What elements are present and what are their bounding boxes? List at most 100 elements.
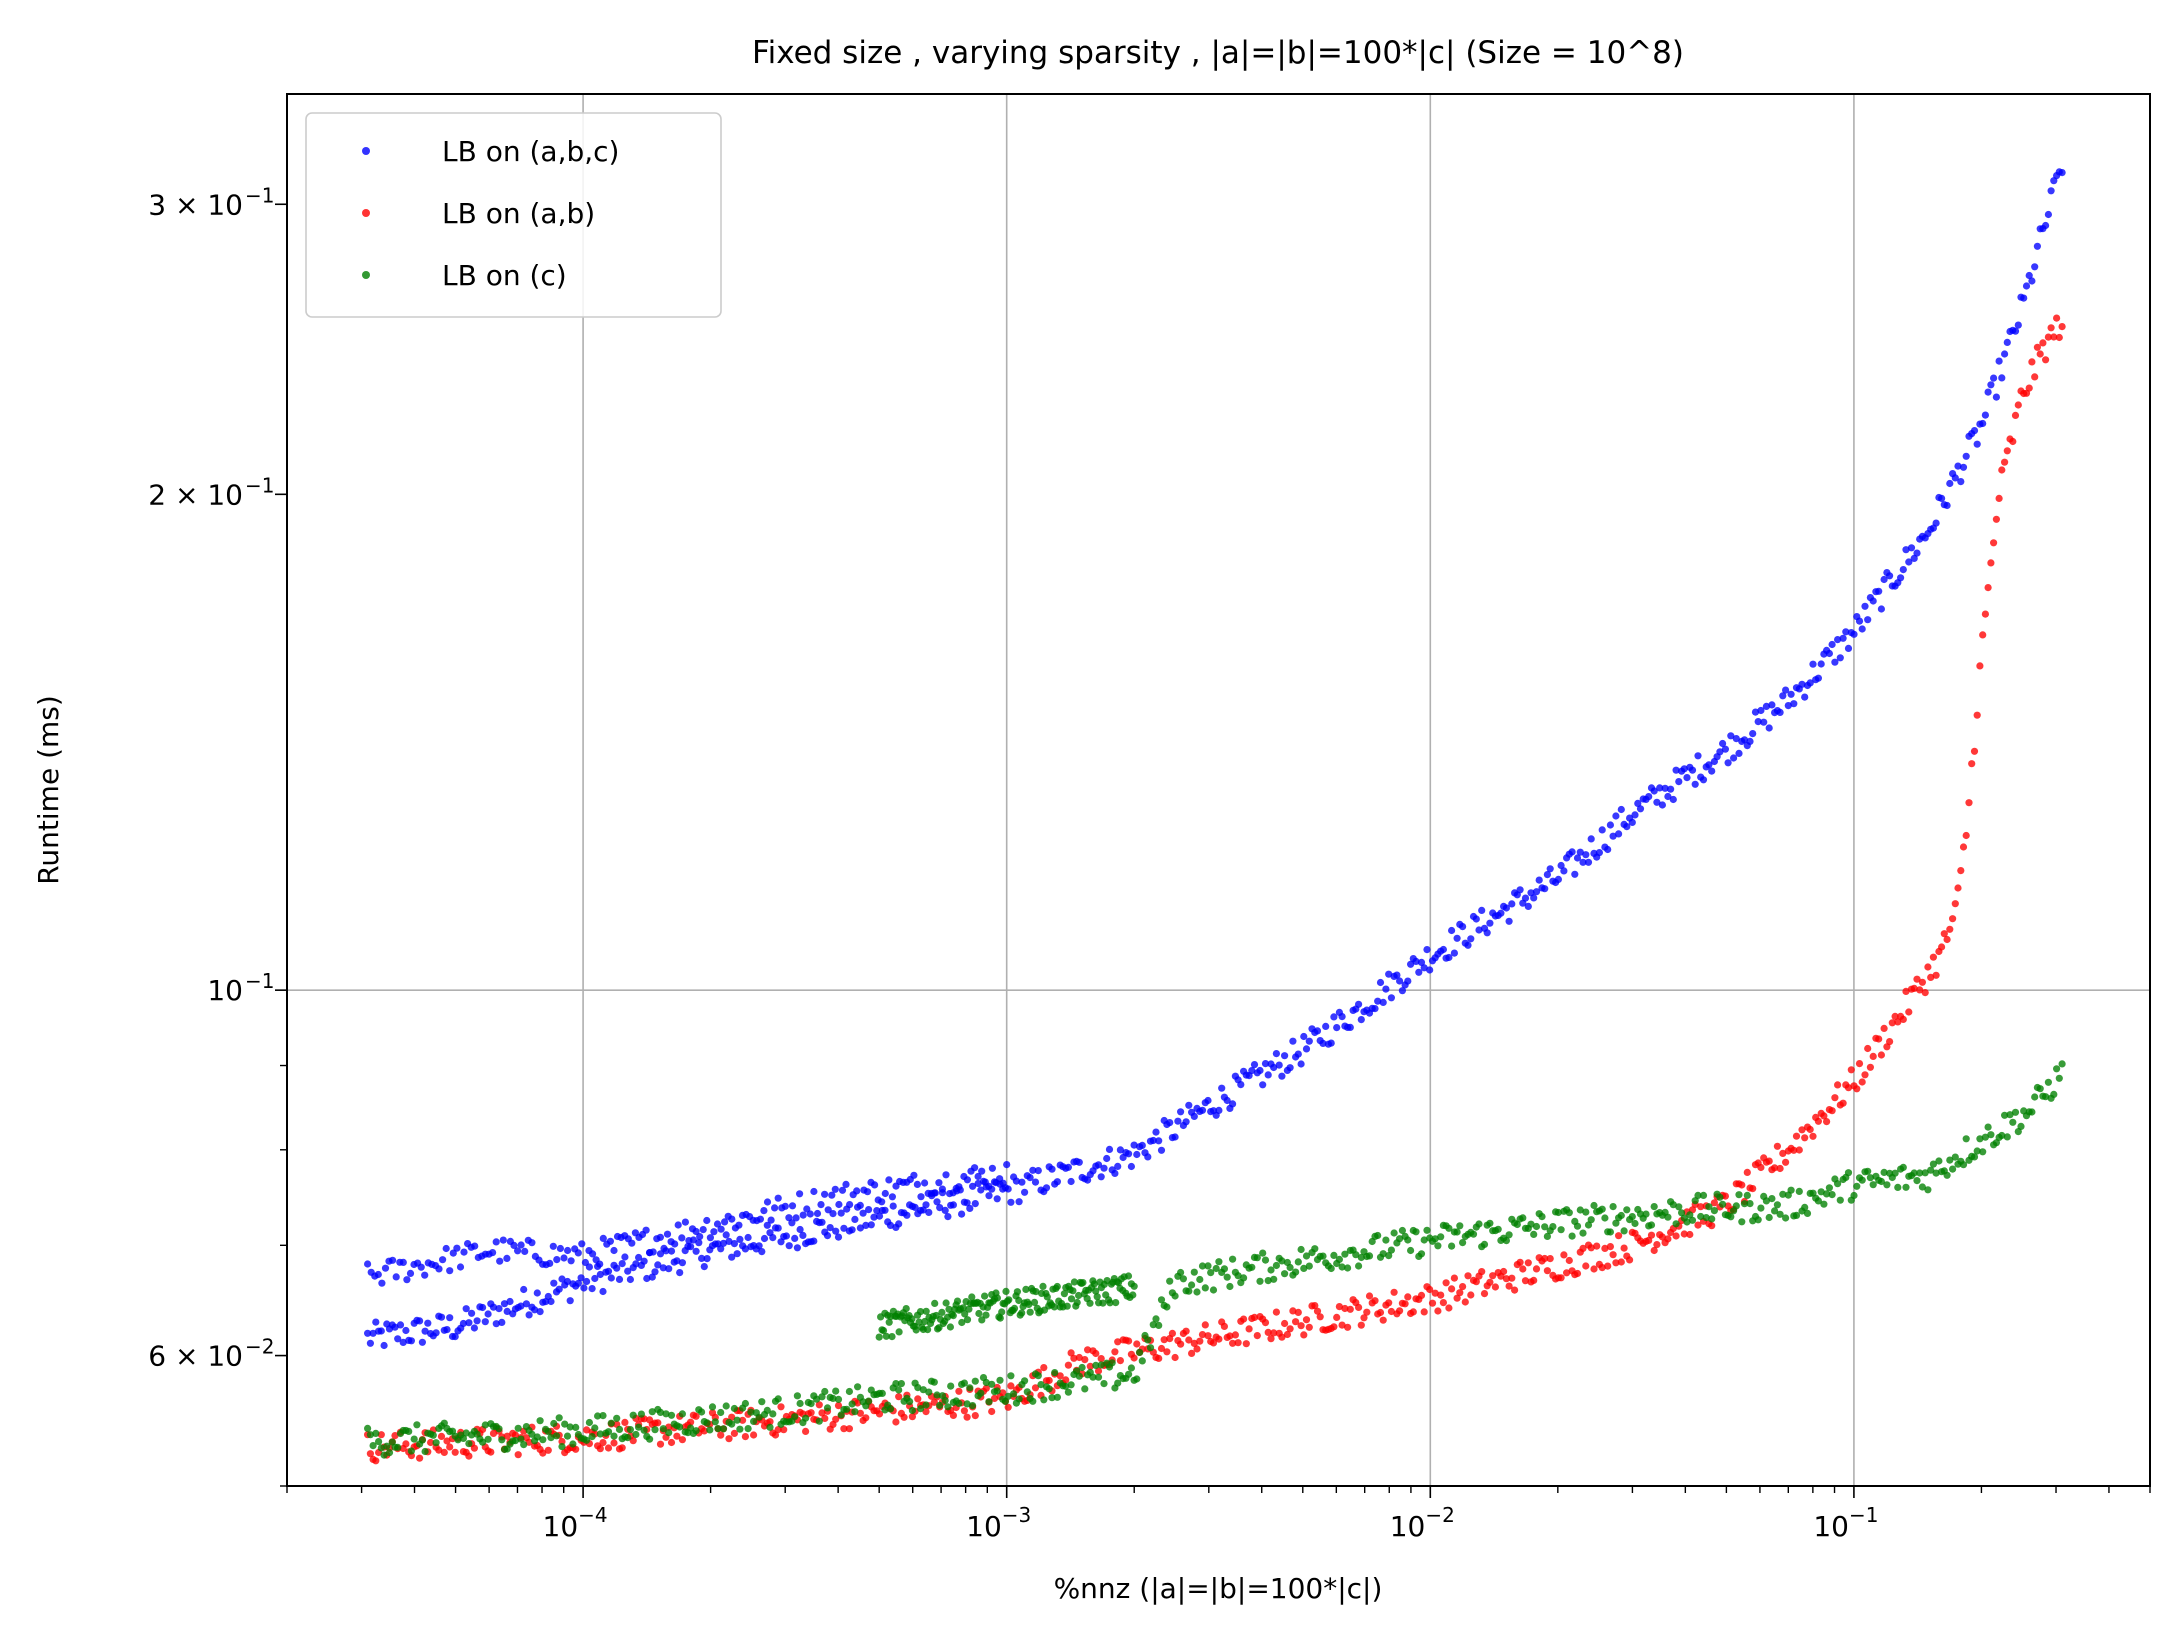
data-point-ab xyxy=(1459,1283,1467,1291)
data-point-ab xyxy=(1283,1330,1291,1339)
data-point-abc xyxy=(760,1207,768,1215)
data-point-abc xyxy=(674,1221,682,1229)
data-point-c xyxy=(552,1432,561,1440)
data-point-abc xyxy=(888,1193,897,1201)
data-point-c xyxy=(1549,1223,1557,1231)
data-point-c xyxy=(429,1431,437,1439)
data-point-abc xyxy=(1724,759,1732,767)
data-point-c xyxy=(1300,1264,1308,1272)
data-point-c xyxy=(1015,1395,1023,1403)
data-point-ab xyxy=(1094,1367,1103,1375)
data-point-abc xyxy=(1817,660,1825,668)
data-point-abc xyxy=(578,1240,586,1248)
data-point-c xyxy=(1270,1275,1278,1283)
data-point-ab xyxy=(1371,1297,1379,1305)
data-point-ab xyxy=(1396,1307,1404,1315)
data-point-ab xyxy=(1886,1038,1894,1046)
data-point-c xyxy=(1404,1236,1412,1244)
data-point-c xyxy=(912,1326,920,1334)
data-point-abc xyxy=(1749,730,1757,738)
data-point-c xyxy=(1765,1213,1773,1222)
data-point-ab xyxy=(1204,1332,1212,1340)
data-point-c xyxy=(1984,1123,1992,1131)
data-point-c xyxy=(547,1434,555,1442)
data-point-c xyxy=(947,1382,955,1390)
data-point-ab xyxy=(514,1451,522,1459)
data-point-ab xyxy=(1543,1267,1551,1275)
data-point-ab xyxy=(1461,1298,1469,1306)
data-point-ab xyxy=(1409,1308,1417,1316)
data-point-abc xyxy=(889,1202,897,1210)
data-point-c xyxy=(1866,1174,1874,1182)
data-point-ab xyxy=(834,1402,843,1410)
data-point-abc xyxy=(591,1274,599,1283)
data-point-c xyxy=(1494,1225,1502,1233)
data-point-c xyxy=(1628,1213,1636,1221)
data-point-abc xyxy=(1768,701,1776,709)
legend: LB on (a,b,c) LB on (a,b) LB on (c) xyxy=(305,112,722,318)
data-point-abc xyxy=(1973,440,1981,448)
data-point-ab xyxy=(1390,1288,1398,1296)
data-point-abc xyxy=(1289,1037,1297,1045)
data-point-abc xyxy=(446,1314,454,1322)
data-point-abc xyxy=(514,1247,522,1255)
data-point-c xyxy=(936,1401,944,1409)
data-point-c xyxy=(1448,1242,1456,1250)
data-point-c xyxy=(364,1424,372,1432)
data-point-ab xyxy=(1294,1308,1302,1316)
data-point-c xyxy=(1396,1235,1404,1243)
data-point-c xyxy=(2036,1085,2044,1093)
data-point-abc xyxy=(942,1171,950,1179)
data-point-c xyxy=(495,1425,503,1433)
data-point-c xyxy=(791,1413,799,1421)
data-point-c xyxy=(843,1405,851,1413)
data-point-abc xyxy=(1606,821,1614,829)
data-point-ab xyxy=(1253,1332,1261,1340)
data-point-c xyxy=(1272,1261,1280,1270)
data-point-abc xyxy=(785,1242,793,1250)
data-point-c xyxy=(1379,1250,1387,1258)
data-point-c xyxy=(930,1378,938,1386)
data-point-abc xyxy=(676,1269,684,1277)
data-point-ab xyxy=(900,1413,908,1421)
data-point-c xyxy=(1877,1177,1885,1186)
data-point-c xyxy=(1924,1186,1932,1194)
data-point-c xyxy=(963,1400,971,1408)
data-point-c xyxy=(1864,1167,1872,1175)
data-point-abc xyxy=(489,1303,498,1311)
data-point-c xyxy=(1365,1252,1374,1260)
data-point-c xyxy=(1039,1282,1047,1290)
data-point-ab xyxy=(1385,1299,1393,1307)
data-point-ab xyxy=(1084,1346,1092,1354)
data-point-c xyxy=(851,1408,859,1416)
data-point-abc xyxy=(1396,977,1404,985)
data-point-c xyxy=(1240,1274,1248,1282)
data-point-c xyxy=(1910,1169,1918,1177)
data-point-abc xyxy=(1064,1163,1072,1171)
data-point-abc xyxy=(792,1214,800,1222)
data-point-c xyxy=(1916,1169,1924,1177)
data-point-ab xyxy=(1938,943,1946,951)
data-point-abc xyxy=(917,1193,925,1201)
data-point-abc xyxy=(1910,554,1918,563)
data-point-abc xyxy=(581,1258,590,1267)
data-point-abc xyxy=(496,1257,504,1265)
data-point-ab xyxy=(2039,339,2047,347)
data-point-ab xyxy=(1338,1321,1346,1329)
data-point-ab xyxy=(1680,1230,1688,1238)
data-point-abc xyxy=(828,1191,836,1199)
data-point-ab xyxy=(596,1445,604,1453)
data-point-ab xyxy=(1300,1331,1308,1339)
data-point-abc xyxy=(1467,935,1475,943)
data-point-ab xyxy=(1604,1262,1612,1270)
data-point-ab xyxy=(802,1427,810,1435)
data-point-ab xyxy=(1426,1285,1434,1294)
data-point-c xyxy=(1631,1219,1639,1228)
data-point-ab xyxy=(1798,1126,1806,1134)
data-point-c xyxy=(931,1299,939,1307)
data-point-ab xyxy=(1070,1354,1078,1362)
data-point-abc xyxy=(525,1311,533,1319)
data-point-abc xyxy=(1450,949,1458,957)
data-point-c xyxy=(440,1419,448,1427)
data-point-ab xyxy=(1007,1382,1015,1390)
